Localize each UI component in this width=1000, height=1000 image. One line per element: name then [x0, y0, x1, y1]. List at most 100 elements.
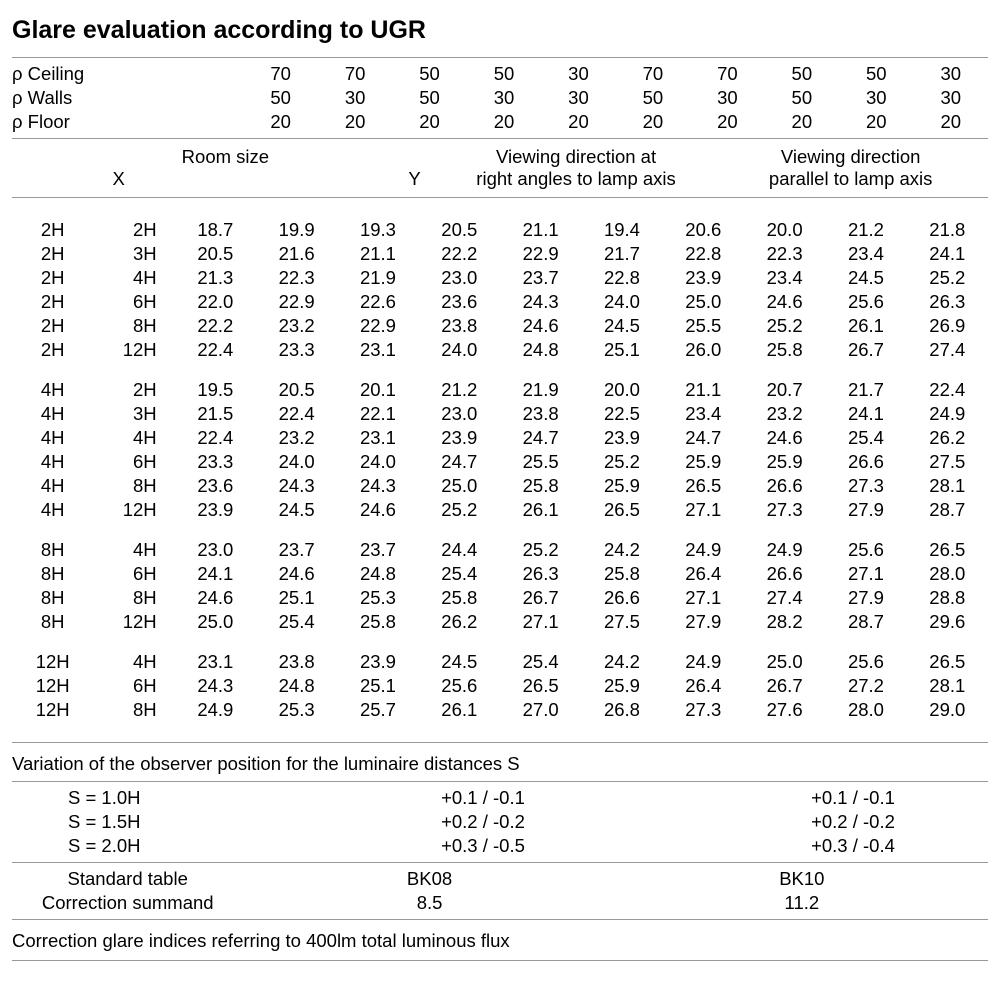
ugr-value: 28.2	[744, 610, 825, 634]
variation-table: S = 1.0H +0.1 / -0.1 +0.1 / -0.1 S = 1.5…	[12, 786, 1000, 858]
ugr-value: 26.6	[744, 474, 825, 498]
ugr-value: 25.2	[907, 266, 988, 290]
cell: 70	[616, 62, 690, 86]
x-value: 8H	[12, 562, 93, 586]
floor-row: ρ Floor 20 20 20 20 20 20 20 20 20 20	[12, 110, 988, 134]
table-row: 4H3H21.522.422.123.023.822.523.423.224.1…	[12, 402, 988, 426]
ugr-value: 26.7	[744, 674, 825, 698]
ugr-value: 24.8	[337, 562, 418, 586]
ugr-value: 26.2	[907, 426, 988, 450]
ugr-value: 25.4	[419, 562, 500, 586]
y-value: 8H	[93, 474, 174, 498]
x-value: 12H	[12, 650, 93, 674]
reflectance-table: ρ Ceiling 70 70 50 50 30 70 70 50 50 30 …	[12, 62, 988, 134]
ugr-value: 24.5	[581, 314, 662, 338]
ugr-value: 24.6	[744, 290, 825, 314]
ugr-value: 26.4	[663, 562, 744, 586]
cell: 50	[392, 62, 466, 86]
variation-right: +0.3 / -0.5	[298, 834, 668, 858]
x-value: 4H	[12, 378, 93, 402]
y-value: 6H	[93, 562, 174, 586]
ugr-value: 23.0	[175, 538, 256, 562]
divider	[12, 138, 988, 139]
ugr-value: 25.1	[581, 338, 662, 362]
correction-summand-right: 8.5	[243, 891, 615, 915]
ugr-value: 27.3	[663, 698, 744, 722]
cell: 30	[318, 86, 392, 110]
ugr-value: 23.2	[256, 314, 337, 338]
ugr-value: 26.1	[419, 698, 500, 722]
ugr-value: 28.0	[825, 698, 906, 722]
ugr-value: 25.2	[744, 314, 825, 338]
cell: 50	[392, 86, 466, 110]
walls-label: ρ Walls	[12, 86, 243, 110]
ugr-value: 24.1	[907, 242, 988, 266]
ugr-value: 23.3	[256, 338, 337, 362]
ceiling-label: ρ Ceiling	[12, 62, 243, 86]
ugr-value: 27.1	[663, 498, 744, 522]
floor-label: ρ Floor	[12, 110, 243, 134]
ugr-value: 27.9	[825, 498, 906, 522]
ugr-value: 24.6	[175, 586, 256, 610]
ugr-value: 23.6	[175, 474, 256, 498]
table-row: 4H2H19.520.520.121.221.920.021.120.721.7…	[12, 378, 988, 402]
ugr-value: 25.7	[337, 698, 418, 722]
x-value: 12H	[12, 674, 93, 698]
x-value: 2H	[12, 314, 93, 338]
ugr-value: 20.0	[744, 218, 825, 242]
ugr-value: 25.9	[581, 674, 662, 698]
ugr-value: 22.5	[581, 402, 662, 426]
cell: 50	[839, 62, 913, 86]
ugr-value: 22.9	[256, 290, 337, 314]
x-value: 8H	[12, 610, 93, 634]
y-value: 12H	[93, 498, 174, 522]
page-title: Glare evaluation according to UGR	[12, 16, 988, 45]
ugr-value: 23.2	[256, 426, 337, 450]
ugr-value: 26.5	[663, 474, 744, 498]
cell: 70	[318, 62, 392, 86]
ugr-value: 22.4	[256, 402, 337, 426]
standard-table-right: BK08	[243, 867, 615, 891]
x-value: 2H	[12, 338, 93, 362]
ugr-value: 25.3	[337, 586, 418, 610]
ugr-value: 25.2	[419, 498, 500, 522]
correction-table: Standard table BK08 BK10 Correction summ…	[12, 867, 988, 915]
ugr-value: 25.5	[663, 314, 744, 338]
cell: 20	[467, 110, 541, 134]
y-value: 12H	[93, 610, 174, 634]
ugr-value: 20.6	[663, 218, 744, 242]
ugr-value: 28.0	[907, 562, 988, 586]
variation-right: +0.1 / -0.1	[298, 786, 668, 810]
cell: 30	[541, 62, 615, 86]
ugr-value-table: 2H2H18.719.919.320.521.119.420.620.021.2…	[12, 202, 988, 738]
ugr-value: 22.8	[581, 266, 662, 290]
ugr-value: 25.8	[744, 338, 825, 362]
direction-parallel: Viewing directionparallel to lamp axis	[713, 143, 988, 193]
ugr-value: 27.5	[907, 450, 988, 474]
ugr-value: 23.9	[419, 426, 500, 450]
ugr-value: 25.4	[825, 426, 906, 450]
ugr-value: 25.8	[419, 586, 500, 610]
x-value: 4H	[12, 450, 93, 474]
ugr-value: 24.4	[419, 538, 500, 562]
correction-summand-parallel: 11.2	[616, 891, 988, 915]
x-value: 4H	[12, 426, 93, 450]
cell: 30	[914, 86, 989, 110]
ugr-value: 25.5	[500, 450, 581, 474]
ugr-value: 24.0	[581, 290, 662, 314]
ugr-value: 28.1	[907, 474, 988, 498]
x-value: 12H	[12, 698, 93, 722]
divider	[12, 197, 988, 198]
ugr-value: 19.9	[256, 218, 337, 242]
y-value: 4H	[93, 538, 174, 562]
ugr-value: 22.1	[337, 402, 418, 426]
ugr-value: 21.7	[825, 378, 906, 402]
ugr-value: 24.9	[744, 538, 825, 562]
ugr-value: 27.5	[581, 610, 662, 634]
cell: 20	[914, 110, 989, 134]
divider	[12, 57, 988, 58]
ugr-value: 26.5	[500, 674, 581, 698]
ugr-value: 22.9	[500, 242, 581, 266]
room-size-label: Room size XY	[12, 143, 439, 193]
y-value: 3H	[93, 402, 174, 426]
